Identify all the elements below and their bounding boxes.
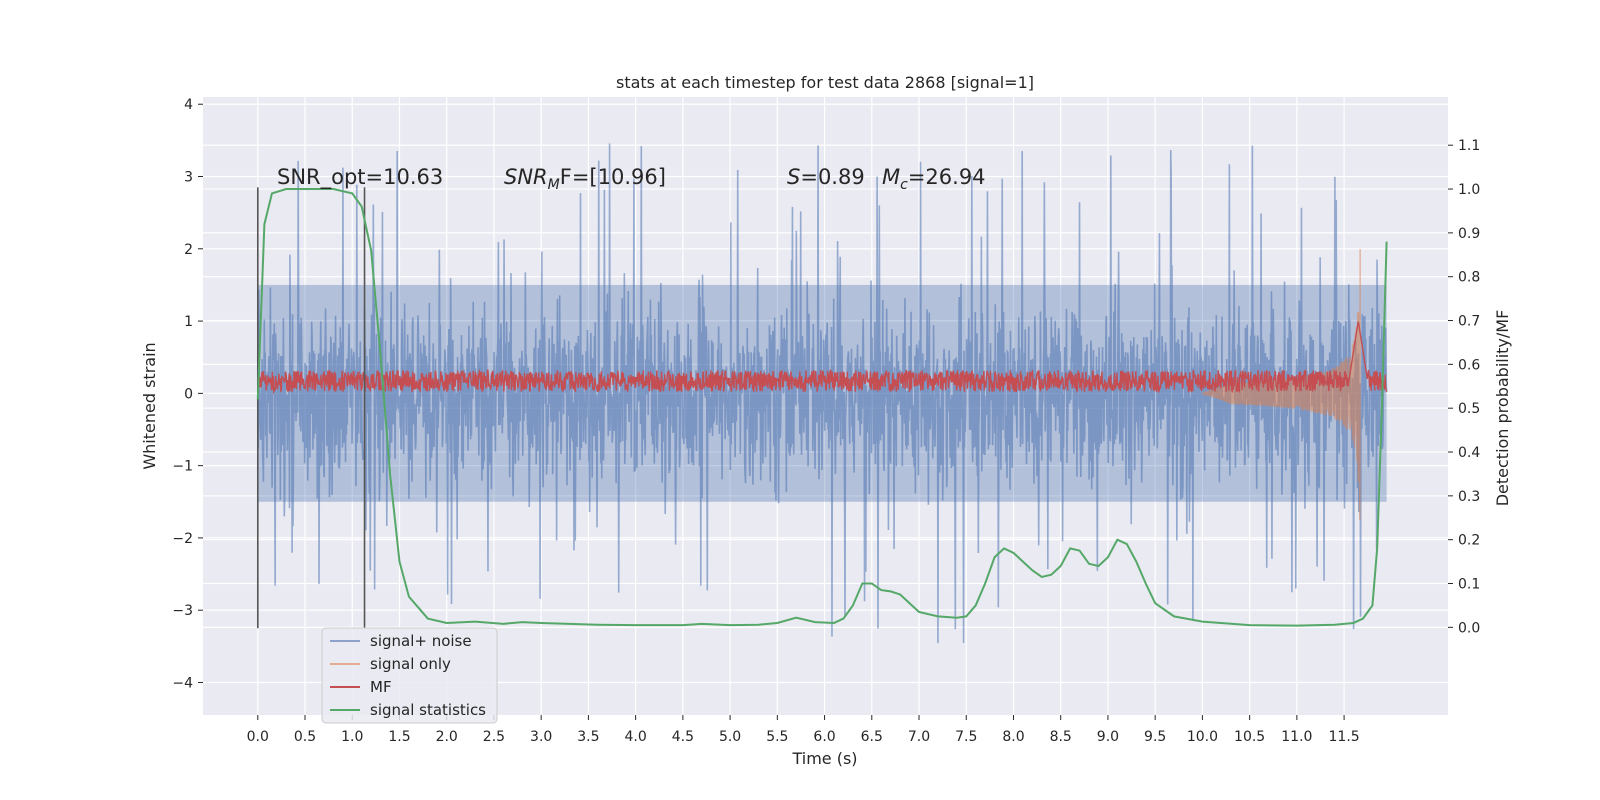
x-tick-label: 10.0 [1187, 729, 1218, 745]
signal-noise-band [257, 284, 1387, 502]
window-lines [256, 187, 366, 629]
annotation-snr-mf-main: SNR [504, 165, 548, 189]
mf-line [257, 321, 1388, 395]
x-tick-labels: 0.0 0.5 1.0 1.5 2.0 2.5 3.0 3.5 4.0 4.5 5.0 5.5 6.0 6… [247, 715, 1360, 745]
y-right-tick-label: 1.1 [1458, 138, 1480, 154]
x-tick-label: 0.5 [294, 729, 316, 745]
x-tick-label: 4.0 [624, 729, 646, 745]
x-tick-label: 4.5 [672, 729, 694, 745]
y-left-tick-label: 4 [184, 97, 193, 113]
x-tick-label: 1.0 [341, 729, 363, 745]
annotation-snr-opt: SNR_opt=10.63 [277, 165, 443, 190]
y-right-tick-label: 0.1 [1458, 577, 1480, 593]
legend-label-signal-only: signal only [370, 655, 451, 673]
x-tick-label: 10.5 [1234, 729, 1265, 745]
signal-noise-series [256, 143, 1388, 644]
x-tick-label: 3.5 [577, 729, 599, 745]
y-right-tick-label: 0.3 [1458, 489, 1480, 505]
legend: signal+ noise signal only MF signal stat… [321, 627, 498, 724]
x-tick-label: 5.0 [719, 729, 741, 745]
x-tick-label: 5.5 [766, 729, 788, 745]
y-right-tick-label: 0.9 [1458, 226, 1480, 242]
y-left-tick-label: 3 [184, 170, 193, 186]
y-left-tick-labels: 4 3 2 1 0 −1 −2 −3 −4 [172, 97, 203, 691]
annotation-mc-value: =26.94 [908, 165, 986, 189]
x-tick-label: 11.5 [1329, 729, 1360, 745]
annotation-s-value: =0.89 [800, 165, 864, 189]
y-axis-left-label: Whitened strain [140, 342, 159, 469]
x-tick-label: 9.0 [1097, 729, 1119, 745]
y-right-tick-label: 0.0 [1458, 620, 1480, 636]
x-tick-label: 6.5 [861, 729, 883, 745]
y-right-tick-labels: 1.1 1.0 0.9 0.8 0.7 0.6 0.5 0.4 0.3 0.2 0.1 0.0 [1448, 138, 1480, 636]
legend-label-signal-statistics: signal statistics [370, 701, 486, 719]
x-tick-label: 0.0 [247, 729, 269, 745]
y-left-tick-label: −2 [172, 531, 193, 547]
y-left-tick-label: 2 [184, 242, 193, 258]
annotation-mc: Mc=26.94 [882, 165, 986, 193]
x-tick-label: 11.0 [1281, 729, 1312, 745]
x-tick-label: 3.0 [530, 729, 552, 745]
y-right-tick-label: 0.2 [1458, 533, 1480, 549]
y-right-tick-label: 1.0 [1458, 182, 1480, 198]
mf-series [257, 321, 1388, 395]
y-right-tick-label: 0.8 [1458, 270, 1480, 286]
x-tick-label: 7.5 [955, 729, 977, 745]
x-tick-label: 2.5 [483, 729, 505, 745]
annotation-snr-mf: SNRMF=[10.96] [504, 165, 666, 193]
y-left-tick-label: −4 [172, 675, 193, 691]
x-tick-label: 1.5 [388, 729, 410, 745]
annotation-snr-mf-sub: M [548, 177, 560, 193]
x-tick-label: 8.5 [1050, 729, 1072, 745]
y-right-tick-label: 0.4 [1458, 445, 1480, 461]
x-tick-label: 8.0 [1002, 729, 1024, 745]
y-right-tick-label: 0.5 [1458, 401, 1480, 417]
annotation-s-label: S [787, 165, 800, 189]
signal-statistics-series [256, 188, 1388, 627]
legend-box [321, 627, 498, 724]
signal-statistics-line [256, 188, 1388, 627]
y-left-tick-label: 1 [184, 314, 193, 330]
annotation-s: S=0.89 [787, 165, 865, 189]
legend-label-mf: MF [370, 678, 392, 696]
y-left-tick-label: −1 [172, 459, 193, 475]
y-left-tick-label: 0 [184, 386, 193, 402]
annotation-snr-mf-rest: F=[10.96] [560, 165, 666, 189]
x-tick-label: 9.5 [1144, 729, 1166, 745]
x-tick-label: 2.0 [436, 729, 458, 745]
y-axis-right-label: Detection probability/MF [1493, 310, 1512, 507]
y-right-tick-label: 0.7 [1458, 314, 1480, 330]
y-right-tick-label: 0.6 [1458, 357, 1480, 373]
y-left-tick-label: −3 [172, 603, 193, 619]
legend-label-signal-noise: signal+ noise [370, 632, 472, 650]
annotation-mc-label: M [882, 165, 900, 189]
x-tick-label: 6.0 [813, 729, 835, 745]
chart-title: stats at each timestep for test data 286… [616, 73, 1034, 92]
x-axis-label: Time (s) [791, 749, 857, 768]
annotation-mc-sub: c [900, 177, 908, 193]
x-tick-label: 7.0 [908, 729, 930, 745]
